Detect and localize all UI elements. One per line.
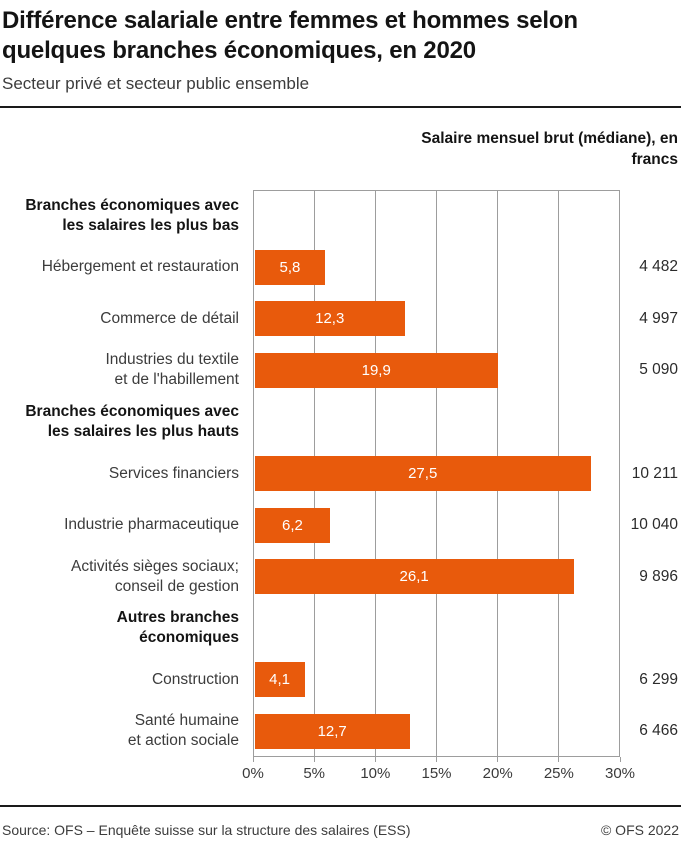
bar-value-label: 12,7	[317, 722, 347, 740]
category-label: Construction	[151, 670, 239, 688]
category-label: Hébergement et restauration	[41, 258, 239, 276]
median-salary-value: 9 896	[639, 567, 678, 585]
bar-track: 4,1	[253, 654, 620, 706]
median-salary-value: 5 090	[639, 361, 678, 379]
page-header: Différence salariale entre femmes et hom…	[0, 0, 681, 108]
bar-row: Construction 4,1 6 299	[0, 654, 681, 706]
bar-track: 12,7	[253, 705, 620, 757]
bar: 26,1	[254, 559, 574, 595]
copyright-text: © OFS 2022	[600, 822, 679, 838]
x-tick	[497, 757, 499, 762]
bar-row: Industries du textile et de l'habillemen…	[0, 345, 681, 397]
source-text: Source: OFS – Enquête suisse sur la stru…	[2, 822, 411, 838]
category-label: Services financiers	[108, 464, 239, 482]
median-salary-value: 6 466	[639, 722, 678, 740]
group-label: Autres branches économiques	[116, 609, 239, 647]
bar: 19,9	[254, 352, 498, 388]
category-label: Industries du textile et de l'habillemen…	[105, 351, 239, 389]
bar-row: Commerce de détail 12,3 4 997	[0, 293, 681, 345]
median-salary-value: 4 997	[639, 309, 678, 327]
bar: 5,8	[254, 249, 326, 285]
x-tick-label: 5%	[303, 765, 325, 782]
bar-chart-rows: Branches économiques avec les salaires l…	[0, 190, 681, 757]
group-header-row: Branches économiques avec les salaires l…	[0, 396, 681, 448]
x-tick-label: 30%	[604, 765, 636, 782]
bar-track: 5,8	[253, 242, 620, 294]
bar-row: Santé humaine et action sociale 12,7 6 466	[0, 705, 681, 757]
x-tick-label: 0%	[242, 765, 264, 782]
bar-value-label: 12,3	[315, 310, 345, 328]
bar-row: Services financiers 27,5 10 211	[0, 448, 681, 500]
bar-value-label: 19,9	[361, 361, 391, 379]
page-footer: Source: OFS – Enquête suisse sur la stru…	[0, 805, 681, 844]
bar-track: 27,5	[253, 448, 620, 500]
x-tick	[619, 757, 621, 762]
category-label: Commerce de détail	[100, 309, 239, 327]
page-title: Différence salariale entre femmes et hom…	[2, 7, 578, 64]
bar: 27,5	[254, 456, 591, 491]
median-salary-value: 10 040	[630, 516, 678, 534]
group-label: Branches économiques avec les salaires l…	[25, 196, 239, 234]
bar-track: 6,2	[253, 499, 620, 551]
category-label: Santé humaine et action sociale	[127, 712, 239, 750]
bar-value-label: 6,2	[281, 516, 303, 534]
bar: 12,7	[254, 713, 410, 749]
bar-row: Industrie pharmaceutique 6,2 10 040	[0, 499, 681, 551]
bar-value-label: 27,5	[408, 465, 438, 482]
bar-value-label: 5,8	[279, 258, 301, 276]
bar-track: 12,3	[253, 293, 620, 345]
x-tick-label: 25%	[543, 765, 574, 782]
salary-column-title: Salaire mensuel brut (médiane), en franc…	[421, 130, 678, 168]
median-salary-value: 4 482	[639, 258, 678, 276]
group-header-row: Autres branches économiques	[0, 602, 681, 654]
bar: 4,1	[254, 662, 305, 698]
bar-row: Hébergement et restauration 5,8 4 482	[0, 242, 681, 294]
bar-track: 19,9	[253, 345, 620, 397]
bar-value-label: 4,1	[269, 671, 290, 689]
x-tick	[558, 757, 560, 762]
page-subtitle: Secteur privé et secteur public ensemble	[2, 74, 310, 93]
bar: 6,2	[254, 507, 331, 543]
bar-track: 26,1	[253, 551, 620, 603]
x-axis: 0% 5% 10% 15% 20% 25% 30%	[0, 757, 681, 789]
x-tick	[374, 757, 376, 762]
x-tick-label: 15%	[421, 765, 452, 782]
bar: 12,3	[254, 301, 405, 337]
category-label: Activités sièges sociaux; conseil de ges…	[71, 557, 239, 595]
bar-value-label: 26,1	[399, 568, 429, 586]
bar-chart: Salaire mensuel brut (médiane), en franc…	[0, 108, 681, 805]
x-tick	[313, 757, 315, 762]
x-tick-label: 20%	[482, 765, 513, 782]
category-label: Industrie pharmaceutique	[64, 516, 239, 534]
x-tick	[436, 757, 437, 762]
median-salary-value: 6 299	[639, 670, 678, 688]
bar-row: Activités sièges sociaux; conseil de ges…	[0, 551, 681, 603]
x-tick-label: 10%	[360, 765, 391, 782]
group-header-row: Branches économiques avec les salaires l…	[0, 190, 681, 242]
x-tick	[252, 757, 254, 762]
median-salary-value: 10 211	[631, 464, 678, 482]
group-label: Branches économiques avec les salaires l…	[25, 402, 239, 440]
